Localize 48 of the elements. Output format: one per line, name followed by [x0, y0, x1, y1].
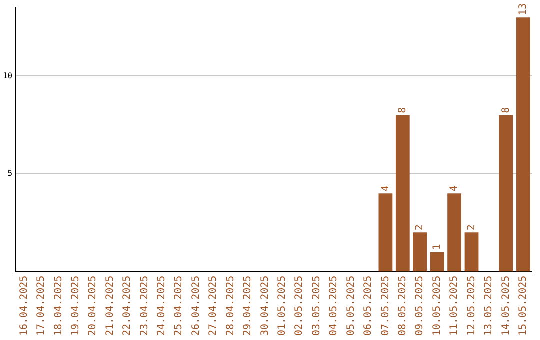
- x-tick-label: 13.05.2025: [484, 276, 495, 336]
- x-tick-label: 26.04.2025: [190, 276, 202, 336]
- data-label: 4: [380, 186, 392, 192]
- x-tick-label: 27.04.2025: [208, 276, 220, 336]
- x-tick-label: 15.05.2025: [518, 276, 529, 336]
- data-label: 8: [398, 107, 408, 114]
- bar: [430, 252, 444, 272]
- x-tick-label: 06.05.2025: [363, 276, 374, 336]
- x-tick-label: 08.05.2025: [398, 276, 408, 336]
- x-tick-label: 10.05.2025: [432, 276, 443, 336]
- x-tick-label: 20.04.2025: [88, 276, 99, 336]
- x-tick-label: 29.04.2025: [242, 276, 254, 336]
- x-tick-label: 19.04.2025: [70, 276, 82, 336]
- x-tick-label: 01.05.2025: [277, 276, 288, 336]
- x-tick-label: 09.05.2025: [414, 276, 426, 336]
- data-label: 8: [500, 107, 512, 114]
- x-tick-label: 12.05.2025: [466, 276, 478, 336]
- x-tick-label: 02.05.2025: [294, 276, 306, 336]
- bar: [464, 232, 479, 272]
- x-tick-label: 14.05.2025: [500, 276, 512, 336]
- x-tick-label: 21.04.2025: [104, 276, 116, 336]
- x-tick-label: 25.04.2025: [174, 276, 185, 336]
- bar: [378, 194, 393, 272]
- x-tick-label: 22.04.2025: [122, 276, 134, 336]
- data-label: 13: [518, 4, 529, 16]
- x-tick-label: 05.05.2025: [346, 276, 357, 336]
- bar: [499, 115, 514, 272]
- x-tick-label: 18.04.2025: [53, 276, 64, 336]
- bar: [516, 18, 530, 272]
- y-tick-label: 5: [8, 169, 13, 178]
- x-tick-label: 17.04.2025: [36, 276, 48, 336]
- data-label: 2: [466, 224, 478, 231]
- x-tick-label: 28.04.2025: [225, 276, 236, 336]
- x-tick-label: 24.04.2025: [156, 276, 168, 336]
- y-tick-label: 10: [2, 71, 13, 80]
- x-tick-label: 16.04.2025: [18, 276, 30, 336]
- x-tick-label: 30.04.2025: [260, 276, 271, 336]
- x-tick-label: 07.05.2025: [380, 276, 392, 336]
- data-label: 2: [414, 224, 426, 231]
- x-tick-label: 03.05.2025: [311, 276, 322, 336]
- data-label: 1: [432, 244, 443, 250]
- x-tick-label: 04.05.2025: [328, 276, 340, 336]
- bar: [413, 232, 428, 272]
- bar: [448, 194, 462, 272]
- x-tick-label: 23.04.2025: [139, 276, 150, 336]
- x-tick-label: 11.05.2025: [449, 276, 460, 336]
- data-label: 4: [449, 186, 460, 192]
- bar: [396, 115, 410, 272]
